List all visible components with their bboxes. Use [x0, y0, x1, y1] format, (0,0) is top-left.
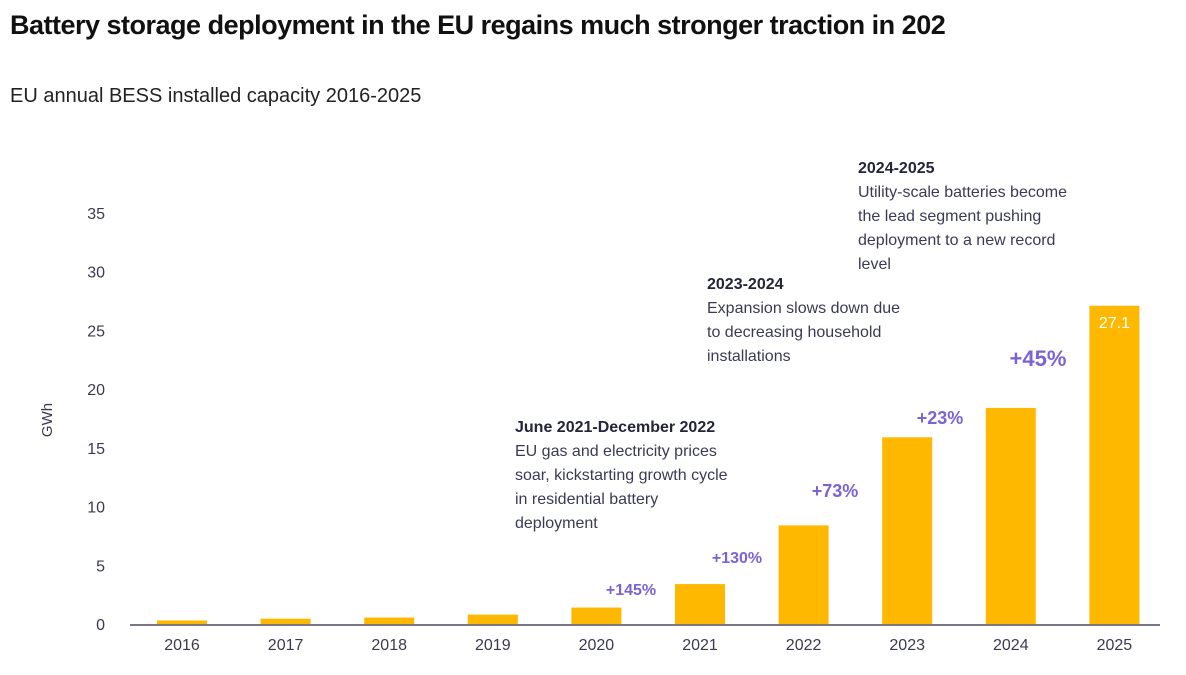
- y-tick-label: 15: [87, 441, 105, 458]
- x-tick-label: 2018: [371, 637, 407, 654]
- x-tick-label: 2020: [579, 637, 615, 654]
- x-tick-label: 2017: [268, 637, 304, 654]
- growth-label-2022: +73%: [812, 481, 859, 501]
- annotation-line: deployment to a new record: [858, 232, 1056, 249]
- annotation-line: to decreasing household: [707, 324, 882, 341]
- y-tick-label: 10: [87, 500, 105, 517]
- annotation-line: Utility-scale batteries become: [858, 184, 1067, 201]
- annotation-line: Expansion slows down due: [707, 300, 901, 317]
- bar-2023: [882, 437, 933, 624]
- annotation-heading: June 2021-December 2022: [515, 419, 716, 436]
- growth-label-2023: +23%: [917, 408, 964, 428]
- y-tick-label: 0: [96, 617, 105, 634]
- x-tick-label: 2024: [993, 637, 1029, 654]
- annotation-line: the lead segment pushing: [858, 208, 1042, 225]
- chart-title: Battery storage deployment in the EU reg…: [10, 10, 946, 40]
- annotation-2021-2022: June 2021-December 2022 EU gas and elect…: [515, 416, 728, 536]
- annotation-2023-2024: 2023-2024 Expansion slows down due to de…: [707, 273, 900, 369]
- y-tick-label: 30: [87, 265, 105, 282]
- chart-subtitle: EU annual BESS installed capacity 2016-2…: [10, 85, 422, 107]
- y-tick-label: 20: [87, 382, 105, 399]
- bar-2025: [1089, 305, 1140, 624]
- bar-2018: [364, 617, 415, 624]
- y-axis-label: GWh: [39, 403, 56, 437]
- growth-label-2021: +130%: [712, 550, 762, 567]
- annotation-line: soar, kickstarting growth cycle: [515, 467, 728, 484]
- bar-2024: [985, 407, 1036, 624]
- x-tick-label: 2023: [889, 637, 925, 654]
- growth-label-2024: +45%: [1010, 346, 1067, 371]
- data-label: 27.1: [1099, 315, 1130, 332]
- growth-label-2020: +145%: [606, 582, 656, 599]
- annotation-line: in residential battery: [515, 491, 659, 508]
- annotation-line: level: [858, 256, 891, 273]
- bar-2022: [778, 525, 829, 624]
- bar-2017: [260, 618, 311, 624]
- x-tick-label: 2025: [1097, 637, 1133, 654]
- annotation-line: deployment: [515, 515, 598, 532]
- x-tick-label: 2021: [682, 637, 718, 654]
- x-tick-label: 2022: [786, 637, 822, 654]
- bar-2020: [571, 607, 622, 624]
- annotation-heading: 2023-2024: [707, 276, 784, 293]
- y-tick-label: 25: [87, 323, 105, 340]
- bar-2021: [675, 584, 725, 624]
- y-tick-label: 35: [87, 206, 105, 223]
- annotation-line: installations: [707, 348, 791, 365]
- bar-2019: [467, 614, 518, 624]
- bar-2016: [157, 620, 207, 624]
- annotation-heading: 2024-2025: [858, 160, 935, 177]
- x-tick-label: 2016: [164, 637, 200, 654]
- annotation-2024-2025: 2024-2025 Utility-scale batteries become…: [858, 157, 1067, 277]
- annotation-line: EU gas and electricity prices: [515, 443, 717, 460]
- x-tick-label: 2019: [475, 637, 511, 654]
- y-tick-label: 5: [96, 558, 105, 575]
